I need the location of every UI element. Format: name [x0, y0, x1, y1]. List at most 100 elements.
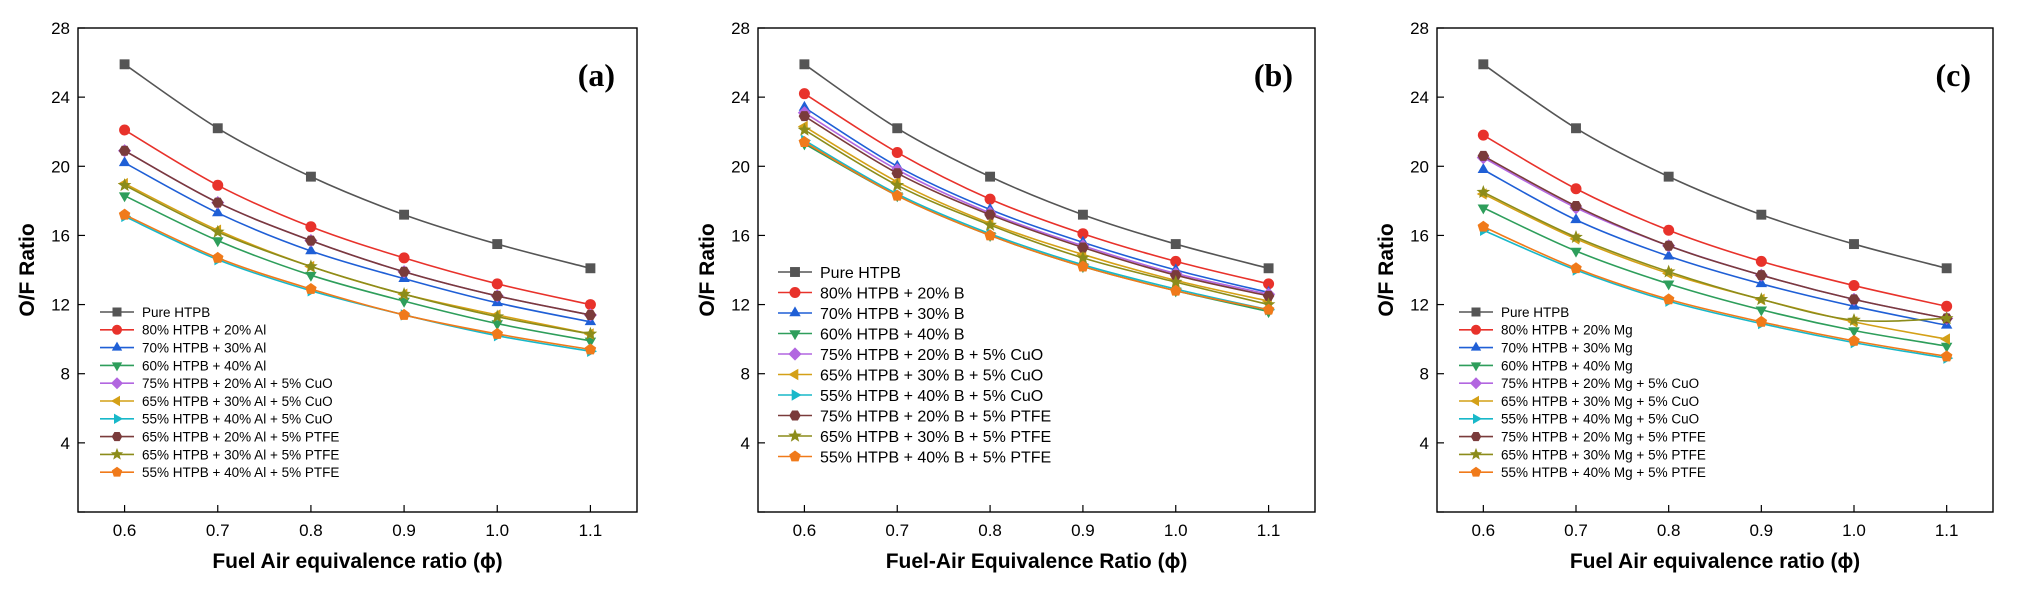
data-point	[212, 179, 224, 191]
legend-label: 75% HTPB + 20% Mg + 5% CuO	[1501, 376, 1699, 391]
data-point	[305, 221, 317, 233]
x-tick-label: 1.1	[1257, 521, 1281, 540]
legend-label: 70% HTPB + 30% Al	[142, 340, 266, 355]
data-point	[118, 145, 131, 156]
data-point	[118, 156, 131, 167]
legend-marker	[112, 324, 122, 335]
legend-marker	[1470, 395, 1479, 407]
legend-label: 55% HTPB + 40% B + 5% CuO	[820, 388, 1043, 405]
data-point	[1477, 220, 1490, 232]
data-point	[398, 308, 410, 320]
legend-marker	[1470, 341, 1482, 351]
series-line	[1482, 63, 1947, 270]
data-point	[1077, 228, 1089, 240]
y-tick-label: 20	[1410, 157, 1429, 176]
legend-marker	[789, 410, 801, 421]
data-point	[1755, 277, 1768, 288]
data-point	[1848, 294, 1860, 305]
data-point	[1939, 311, 1954, 325]
x-tick-label: 0.8	[299, 521, 323, 540]
y-tick-label: 28	[1410, 19, 1429, 38]
data-point	[1847, 312, 1861, 326]
legend-marker	[789, 450, 801, 462]
x-tick-label: 0.6	[793, 521, 817, 540]
legend-marker	[114, 413, 123, 424]
data-point	[398, 252, 410, 264]
data-point	[305, 171, 316, 182]
x-tick-label: 0.9	[1750, 521, 1774, 540]
x-axis-label: Fuel Air equivalence ratio (ϕ)	[1570, 550, 1860, 573]
y-tick-label: 24	[731, 88, 750, 107]
y-tick-label: 20	[51, 157, 70, 176]
data-point	[1848, 334, 1860, 346]
data-point	[1756, 209, 1767, 220]
x-tick-label: 0.7	[206, 521, 230, 540]
data-point	[890, 178, 905, 192]
data-point	[1940, 350, 1953, 362]
y-tick-label: 28	[51, 19, 70, 38]
legend-marker	[111, 395, 120, 407]
data-point	[491, 320, 503, 331]
data-point	[490, 309, 505, 323]
series-line	[804, 115, 1269, 297]
legend-label: 65% HTPB + 30% B + 5% PTFE	[820, 429, 1051, 446]
series-line	[1482, 134, 1947, 308]
data-point	[583, 326, 598, 340]
data-point	[1754, 292, 1769, 306]
legend-marker	[111, 362, 123, 372]
legend-label: 80% HTPB + 20% Al	[142, 323, 266, 338]
data-point	[212, 237, 224, 248]
data-point	[1477, 129, 1489, 141]
legend-marker	[1471, 307, 1481, 317]
legend-label: Pure HTPB	[142, 305, 210, 320]
data-point	[892, 123, 903, 134]
data-point	[1077, 260, 1089, 272]
data-point	[1662, 249, 1675, 260]
data-point	[1940, 342, 1953, 353]
series-line	[804, 129, 1269, 306]
x-tick-label: 0.9	[392, 521, 416, 540]
data-point	[1262, 303, 1275, 315]
data-point	[397, 287, 411, 300]
legend-marker	[788, 428, 802, 442]
legend-marker	[111, 432, 123, 442]
y-tick-label: 20	[731, 157, 750, 176]
legend-label: 55% HTPB + 40% B + 5% PTFE	[820, 449, 1051, 466]
legend-label: 65% HTPB + 30% Al + 5% PTFE	[142, 447, 339, 462]
data-point	[1076, 250, 1090, 264]
data-point	[305, 235, 317, 246]
data-point	[1077, 209, 1088, 220]
data-point	[983, 217, 997, 231]
data-point	[798, 136, 811, 147]
legend-label: 80% HTPB + 20% Mg	[1501, 323, 1633, 338]
data-point	[398, 297, 410, 308]
legend-label: 65% HTPB + 30% Al + 5% CuO	[142, 394, 333, 409]
plot-frame	[77, 27, 638, 513]
data-point	[1755, 306, 1768, 317]
x-tick-label: 1.1	[579, 521, 603, 540]
data-point	[1570, 201, 1582, 212]
series-line	[124, 184, 591, 335]
series-line	[1483, 229, 1947, 359]
chart-panel-1: 4 8 12 16 20 24 28 0.6 0.7 0.8 0.9 1.0 1.1 Fuel Air e…	[16, 19, 638, 573]
x-tick-label: 0.6	[113, 521, 137, 540]
series-line	[124, 213, 591, 351]
series-line	[804, 139, 1269, 311]
y-tick-label: 16	[731, 226, 750, 245]
legend-marker	[111, 341, 123, 351]
data-point	[1570, 213, 1582, 224]
legend: Pure HTPB 80% HTPB + 20% B 70% HTPB + 30% …	[778, 265, 1051, 466]
legend: Pure HTPB 80% HTPB + 20% Al 70% HTPB + 30%…	[100, 305, 339, 480]
x-tick-label: 0.7	[885, 521, 909, 540]
data-point	[1477, 204, 1490, 215]
data-point	[1170, 255, 1182, 267]
series-line	[124, 63, 591, 270]
legend-label: 65% HTPB + 30% Mg + 5% PTFE	[1501, 447, 1706, 462]
data-point	[1263, 263, 1274, 274]
x-tick-label: 0.6	[1472, 521, 1496, 540]
y-tick-label: 8	[61, 365, 70, 384]
data-point	[984, 193, 996, 205]
data-point	[398, 266, 410, 277]
legend-marker	[788, 347, 802, 361]
